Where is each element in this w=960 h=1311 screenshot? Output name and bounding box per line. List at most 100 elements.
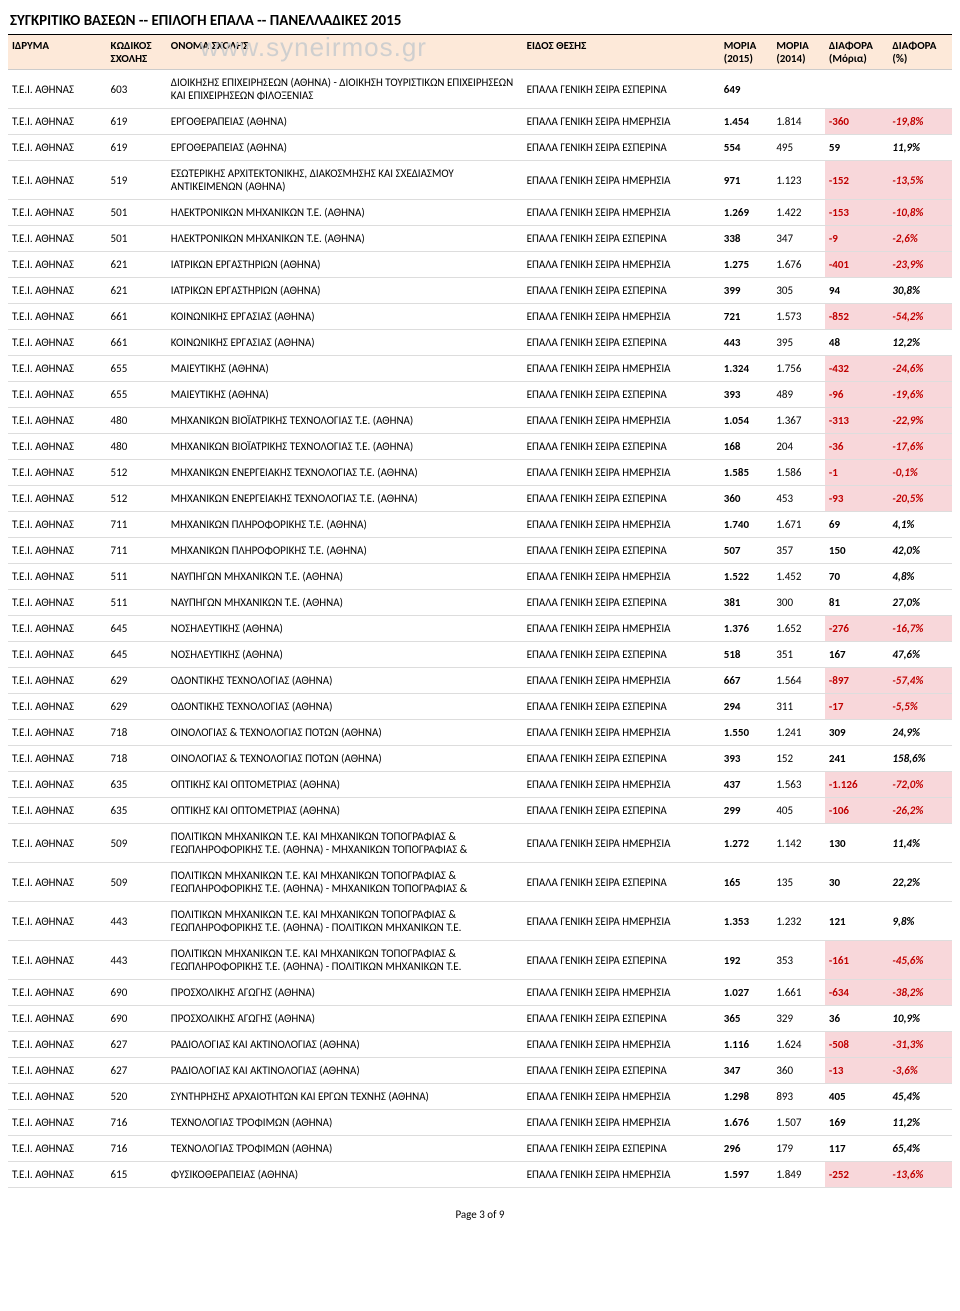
table-row: Τ.Ε.Ι. ΑΘΗΝΑΣ512ΜΗΧΑΝΙΚΩΝ ΕΝΕΡΓΕΙΑΚΗΣ ΤΕ… — [8, 486, 952, 512]
cell-moria-2015: 1.353 — [720, 902, 773, 941]
cell-type: ΕΠΑΛΑ ΓΕΝΙΚΗ ΣΕΙΡΑ ΕΣΠΕΡΙΝΑ — [523, 1006, 720, 1032]
cell-diff-pct: -0,1% — [888, 460, 952, 486]
cell-name: ΝΟΣΗΛΕΥΤΙΚΗΣ (ΑΘΗΝΑ) — [167, 616, 523, 642]
table-row: Τ.Ε.Ι. ΑΘΗΝΑΣ509ΠΟΛΙΤΙΚΩΝ ΜΗΧΑΝΙΚΩΝ Τ.Ε.… — [8, 863, 952, 902]
cell-name: ΟΔΟΝΤΙΚΗΣ ΤΕΧΝΟΛΟΓΙΑΣ (ΑΘΗΝΑ) — [167, 694, 523, 720]
cell-institution: Τ.Ε.Ι. ΑΘΗΝΑΣ — [8, 616, 107, 642]
cell-code: 501 — [107, 200, 167, 226]
cell-moria-2015: 347 — [720, 1058, 773, 1084]
cell-code: 509 — [107, 824, 167, 863]
table-row: Τ.Ε.Ι. ΑΘΗΝΑΣ635ΟΠΤΙΚΗΣ ΚΑΙ ΟΠΤΟΜΕΤΡΙΑΣ … — [8, 798, 952, 824]
cell-moria-2015: 518 — [720, 642, 773, 668]
cell-type: ΕΠΑΛΑ ΓΕΝΙΚΗ ΣΕΙΡΑ ΕΣΠΕΡΙΝΑ — [523, 798, 720, 824]
cell-name: ΕΣΩΤΕΡΙΚΗΣ ΑΡΧΙΤΕΚΤΟΝΙΚΗΣ, ΔΙΑΚΟΣΜΗΣΗΣ Κ… — [167, 161, 523, 200]
page-title: ΣΥΓΚΡΙΤΙΚΟ ΒΑΣΕΩΝ -- ΕΠΙΛΟΓΗ ΕΠΑΛΑ -- ΠΑ… — [8, 8, 952, 35]
table-row: Τ.Ε.Ι. ΑΘΗΝΑΣ520ΣΥΝΤΗΡΗΣΗΣ ΑΡΧΑΙΟΤΗΤΩΝ Κ… — [8, 1084, 952, 1110]
cell-diff-moria: -152 — [825, 161, 889, 200]
cell-institution: Τ.Ε.Ι. ΑΘΗΝΑΣ — [8, 642, 107, 668]
col-moria-2015: ΜΟΡΙΑ (2015) — [720, 35, 773, 70]
cell-moria-2014: 1.671 — [772, 512, 825, 538]
cell-moria-2015: 649 — [720, 70, 773, 109]
cell-name: ΟΠΤΙΚΗΣ ΚΑΙ ΟΠΤΟΜΕΤΡΙΑΣ (ΑΘΗΝΑ) — [167, 772, 523, 798]
cell-moria-2014: 1.367 — [772, 408, 825, 434]
cell-diff-moria — [825, 70, 889, 109]
cell-diff-moria: 130 — [825, 824, 889, 863]
table-row: Τ.Ε.Ι. ΑΘΗΝΑΣ711ΜΗΧΑΝΙΚΩΝ ΠΛΗΡΟΦΟΡΙΚΗΣ Τ… — [8, 538, 952, 564]
cell-code: 655 — [107, 356, 167, 382]
cell-institution: Τ.Ε.Ι. ΑΘΗΝΑΣ — [8, 382, 107, 408]
cell-institution: Τ.Ε.Ι. ΑΘΗΝΑΣ — [8, 694, 107, 720]
table-row: Τ.Ε.Ι. ΑΘΗΝΑΣ512ΜΗΧΑΝΙΚΩΝ ΕΝΕΡΓΕΙΑΚΗΣ ΤΕ… — [8, 460, 952, 486]
cell-institution: Τ.Ε.Ι. ΑΘΗΝΑΣ — [8, 1084, 107, 1110]
cell-diff-moria: -106 — [825, 798, 889, 824]
cell-moria-2014: 1.452 — [772, 564, 825, 590]
cell-diff-moria: -852 — [825, 304, 889, 330]
cell-type: ΕΠΑΛΑ ΓΕΝΙΚΗ ΣΕΙΡΑ ΕΣΠΕΡΙΝΑ — [523, 1058, 720, 1084]
cell-diff-moria: -897 — [825, 668, 889, 694]
table-row: Τ.Ε.Ι. ΑΘΗΝΑΣ619ΕΡΓΟΘΕΡΑΠΕΙΑΣ (ΑΘΗΝΑ)ΕΠΑ… — [8, 109, 952, 135]
table-row: Τ.Ε.Ι. ΑΘΗΝΑΣ501ΗΛΕΚΤΡΟΝΙΚΩΝ ΜΗΧΑΝΙΚΩΝ Τ… — [8, 226, 952, 252]
cell-moria-2015: 299 — [720, 798, 773, 824]
col-diff-moria: ΔΙΑΦΟΡΑ (Μόρια) — [825, 35, 889, 70]
cell-type: ΕΠΑΛΑ ΓΕΝΙΚΗ ΣΕΙΡΑ ΗΜΕΡΗΣΙΑ — [523, 304, 720, 330]
cell-diff-pct: -3,6% — [888, 1058, 952, 1084]
cell-diff-moria: 94 — [825, 278, 889, 304]
cell-diff-pct: 11,4% — [888, 824, 952, 863]
cell-type: ΕΠΑΛΑ ΓΕΝΙΚΗ ΣΕΙΡΑ ΗΜΕΡΗΣΙΑ — [523, 408, 720, 434]
cell-type: ΕΠΑΛΑ ΓΕΝΙΚΗ ΣΕΙΡΑ ΕΣΠΕΡΙΝΑ — [523, 70, 720, 109]
cell-moria-2015: 165 — [720, 863, 773, 902]
cell-diff-pct: 24,9% — [888, 720, 952, 746]
table-row: Τ.Ε.Ι. ΑΘΗΝΑΣ655ΜΑΙΕΥΤΙΚΗΣ (ΑΘΗΝΑ)ΕΠΑΛΑ … — [8, 356, 952, 382]
cell-type: ΕΠΑΛΑ ΓΕΝΙΚΗ ΣΕΙΡΑ ΕΣΠΕΡΙΝΑ — [523, 590, 720, 616]
cell-type: ΕΠΑΛΑ ΓΕΝΙΚΗ ΣΕΙΡΑ ΕΣΠΕΡΙΝΑ — [523, 538, 720, 564]
data-table: ΙΔΡΥΜΑ ΚΩΔΙΚΟΣ ΣΧΟΛΗΣ ΟΝΟΜΑ ΣΧΟΛΗΣ ΕΙΔΟΣ… — [8, 35, 952, 1188]
cell-code: 511 — [107, 590, 167, 616]
cell-diff-moria: 59 — [825, 135, 889, 161]
cell-name: ΕΡΓΟΘΕΡΑΠΕΙΑΣ (ΑΘΗΝΑ) — [167, 109, 523, 135]
cell-institution: Τ.Ε.Ι. ΑΘΗΝΑΣ — [8, 564, 107, 590]
cell-name: ΦΥΣΙΚΟΘΕΡΑΠΕΙΑΣ (ΑΘΗΝΑ) — [167, 1162, 523, 1188]
cell-moria-2015: 393 — [720, 382, 773, 408]
cell-moria-2015: 1.376 — [720, 616, 773, 642]
cell-moria-2014: 405 — [772, 798, 825, 824]
cell-moria-2015: 437 — [720, 772, 773, 798]
cell-code: 627 — [107, 1058, 167, 1084]
cell-diff-moria: 121 — [825, 902, 889, 941]
cell-moria-2014 — [772, 70, 825, 109]
cell-moria-2014: 135 — [772, 863, 825, 902]
cell-moria-2015: 192 — [720, 941, 773, 980]
cell-type: ΕΠΑΛΑ ΓΕΝΙΚΗ ΣΕΙΡΑ ΗΜΕΡΗΣΙΑ — [523, 902, 720, 941]
cell-diff-moria: 405 — [825, 1084, 889, 1110]
cell-moria-2015: 1.585 — [720, 460, 773, 486]
cell-diff-pct: 4,1% — [888, 512, 952, 538]
cell-moria-2014: 1.849 — [772, 1162, 825, 1188]
cell-diff-pct: 30,8% — [888, 278, 952, 304]
cell-diff-moria: 167 — [825, 642, 889, 668]
cell-diff-pct: 11,9% — [888, 135, 952, 161]
cell-diff-moria: -1 — [825, 460, 889, 486]
cell-institution: Τ.Ε.Ι. ΑΘΗΝΑΣ — [8, 330, 107, 356]
cell-institution: Τ.Ε.Ι. ΑΘΗΝΑΣ — [8, 941, 107, 980]
cell-code: 480 — [107, 434, 167, 460]
cell-moria-2015: 1.027 — [720, 980, 773, 1006]
cell-moria-2014: 1.652 — [772, 616, 825, 642]
cell-institution: Τ.Ε.Ι. ΑΘΗΝΑΣ — [8, 590, 107, 616]
cell-code: 711 — [107, 538, 167, 564]
cell-institution: Τ.Ε.Ι. ΑΘΗΝΑΣ — [8, 135, 107, 161]
cell-moria-2014: 1.756 — [772, 356, 825, 382]
cell-diff-moria: 81 — [825, 590, 889, 616]
cell-diff-pct: 47,6% — [888, 642, 952, 668]
cell-type: ΕΠΑΛΑ ΓΕΝΙΚΗ ΣΕΙΡΑ ΗΜΕΡΗΣΙΑ — [523, 1032, 720, 1058]
cell-moria-2015: 381 — [720, 590, 773, 616]
cell-code: 509 — [107, 863, 167, 902]
cell-diff-pct: -20,5% — [888, 486, 952, 512]
cell-code: 716 — [107, 1136, 167, 1162]
cell-name: ΟΙΝΟΛΟΓΙΑΣ & ΤΕΧΝΟΛΟΓΙΑΣ ΠΟΤΩΝ (ΑΘΗΝΑ) — [167, 720, 523, 746]
cell-code: 501 — [107, 226, 167, 252]
cell-diff-pct: -24,6% — [888, 356, 952, 382]
cell-name: ΤΕΧΝΟΛΟΓΙΑΣ ΤΡΟΦΙΜΩΝ (ΑΘΗΝΑ) — [167, 1136, 523, 1162]
cell-name: ΟΙΝΟΛΟΓΙΑΣ & ΤΕΧΝΟΛΟΓΙΑΣ ΠΟΤΩΝ (ΑΘΗΝΑ) — [167, 746, 523, 772]
cell-code: 645 — [107, 616, 167, 642]
cell-name: ΜΗΧΑΝΙΚΩΝ ΠΛΗΡΟΦΟΡΙΚΗΣ Τ.Ε. (ΑΘΗΝΑ) — [167, 538, 523, 564]
cell-code: 711 — [107, 512, 167, 538]
